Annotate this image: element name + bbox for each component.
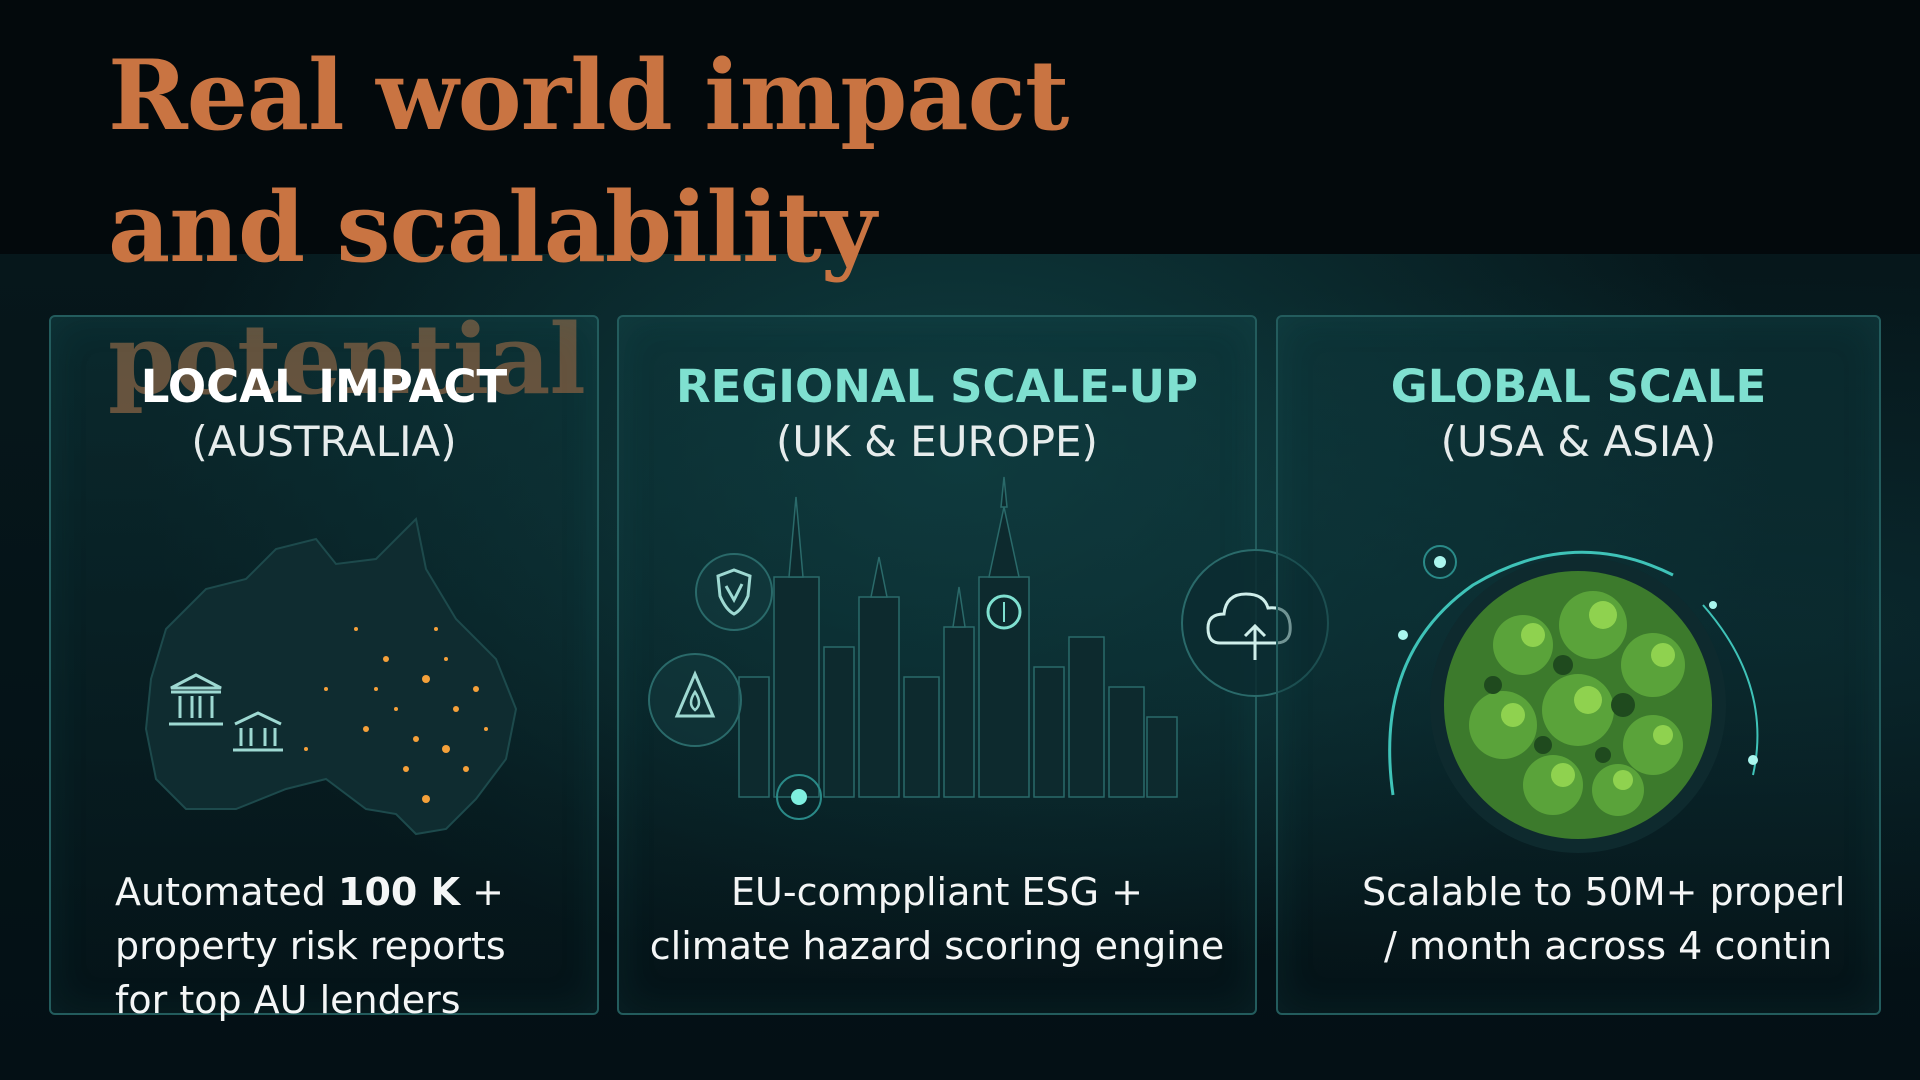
bank-small-icon [233,711,283,752]
forest-globe-icon [1388,550,1759,853]
city-skyline-icon [738,476,1178,798]
card-description: EU-comppliant ESG + climate hazard scori… [619,865,1255,973]
desc-text: + [460,870,504,914]
australia-map-icon [144,516,518,836]
desc-line-2: / month across 4 contin [1384,924,1833,968]
desc-line-1: Automated 100 K + [115,865,506,919]
desc-line-1: EU-comppliant ESG + [731,870,1143,914]
desc-line-3: for top AU lenders [115,978,461,1022]
card-subtitle: (UK & EUROPE) [776,417,1098,466]
shield-icon [695,553,773,631]
card-regional-scale-up: REGIONAL SCALE-UP (UK & EUROPE) [617,315,1257,1015]
glow-node-icon [1423,545,1457,579]
card-description: Automated 100 K + property risk reports … [115,865,506,1027]
card-title: LOCAL IMPACT [140,360,508,413]
card-subtitle: (USA & ASIA) [1440,417,1717,466]
desc-line-1: Scalable to 50M+ properl [1362,870,1846,914]
desc-line-2: climate hazard scoring engine [649,924,1225,968]
title-band [0,0,1920,254]
card-title: GLOBAL SCALE [1390,360,1767,413]
desc-line-2: property risk reports [115,924,506,968]
glow-node-icon [776,774,822,820]
bank-building-icon [169,673,223,726]
card-description: Scalable to 50M+ properl / month across … [1362,865,1845,973]
flame-drop-icon [648,653,742,747]
card-global-scale: GLOBAL SCALE (USA & ASIA) Scalable to 50… [1276,315,1881,1015]
desc-text: Automated [115,870,339,914]
desc-highlight: 100 K [338,870,461,914]
card-subtitle: (AUSTRALIA) [191,417,457,466]
card-local-impact: LOCAL IMPACT (AUSTRALIA) Automated 100 K… [49,315,599,1022]
card-title: REGIONAL SCALE-UP [675,360,1199,413]
